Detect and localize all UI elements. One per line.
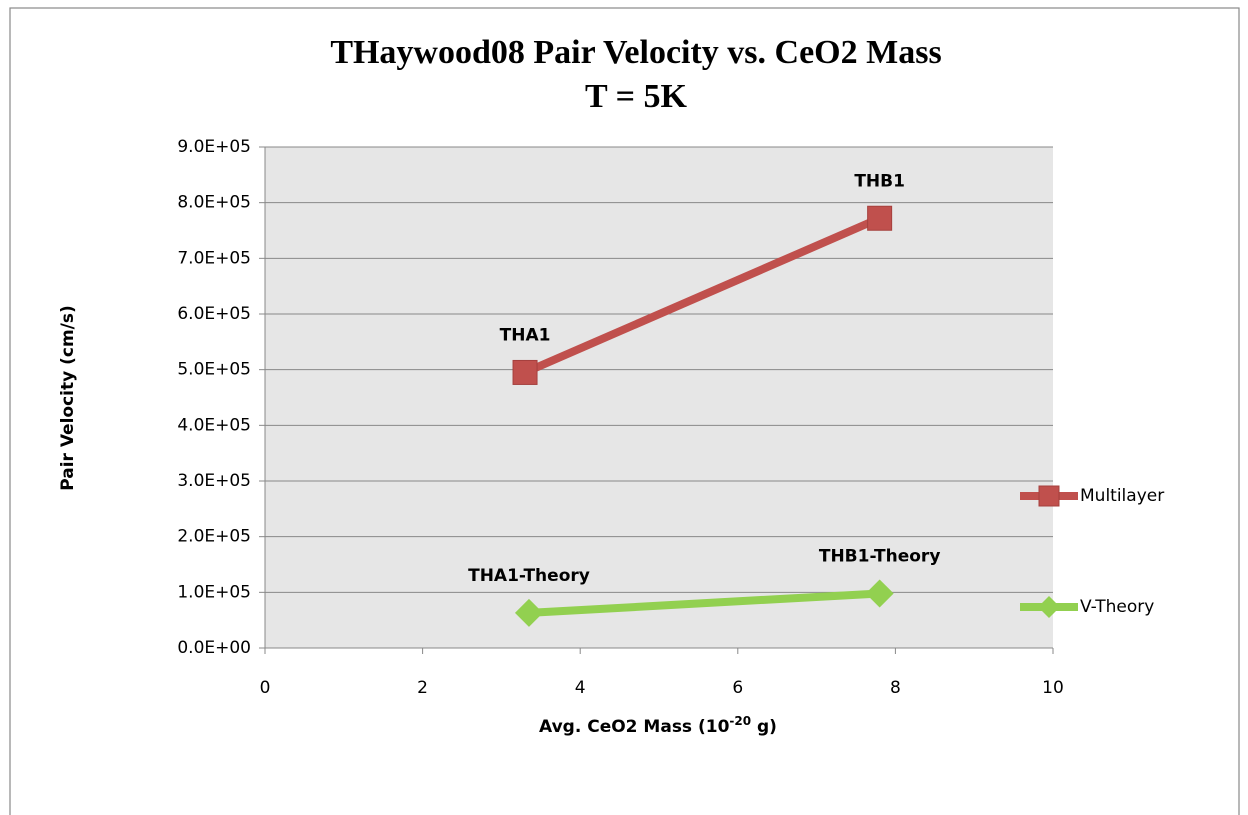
- chart-subtitle: T = 5K: [585, 78, 687, 115]
- x-axis-label-sup: -20: [729, 714, 751, 728]
- series-line: [523, 214, 882, 377]
- x-tick-label: 4: [575, 678, 586, 698]
- y-tick-label: 3.0E+05: [177, 471, 251, 491]
- y-tick-label: 8.0E+05: [177, 193, 251, 213]
- legend-label: V-Theory: [1080, 597, 1154, 617]
- data-label: THB1: [854, 171, 905, 191]
- data-point: [865, 579, 894, 608]
- x-axis-label: Avg. CeO2 Mass (10-20 g): [539, 714, 777, 738]
- data-label: THA1: [500, 325, 551, 345]
- y-tick-label: 4.0E+05: [177, 415, 251, 435]
- plot-area: [265, 147, 1053, 648]
- x-tick-label: 0: [260, 678, 271, 698]
- x-tick-label: 6: [732, 678, 743, 698]
- data-point: [512, 359, 538, 385]
- legend-marker: [1038, 485, 1060, 507]
- data-label: THA1-Theory: [468, 566, 590, 586]
- legend-marker: [1038, 596, 1060, 618]
- data-point: [514, 598, 543, 627]
- data-label: THB1-Theory: [819, 546, 941, 566]
- x-tick-label: 2: [417, 678, 428, 698]
- y-tick-label: 6.0E+05: [177, 304, 251, 324]
- y-tick-label: 5.0E+05: [177, 360, 251, 380]
- legend-label: Multilayer: [1080, 486, 1164, 506]
- y-tick-label: 1.0E+05: [177, 582, 251, 602]
- series-line: [528, 589, 880, 617]
- data-point: [867, 205, 893, 231]
- y-tick-label: 0.0E+00: [177, 638, 251, 658]
- y-tick-label: 7.0E+05: [177, 248, 251, 268]
- x-tick-label: 8: [890, 678, 901, 698]
- x-tick-label: 10: [1042, 678, 1064, 698]
- y-axis-label: Pair Velocity (cm/s): [58, 305, 78, 491]
- y-tick-label: 9.0E+05: [177, 137, 251, 157]
- x-axis-label-part: g): [751, 717, 777, 737]
- y-tick-label: 2.0E+05: [177, 527, 251, 547]
- x-axis-label-part: Avg. CeO2 Mass (10: [539, 717, 730, 737]
- chart-title: THaywood08 Pair Velocity vs. CeO2 Mass: [330, 34, 941, 71]
